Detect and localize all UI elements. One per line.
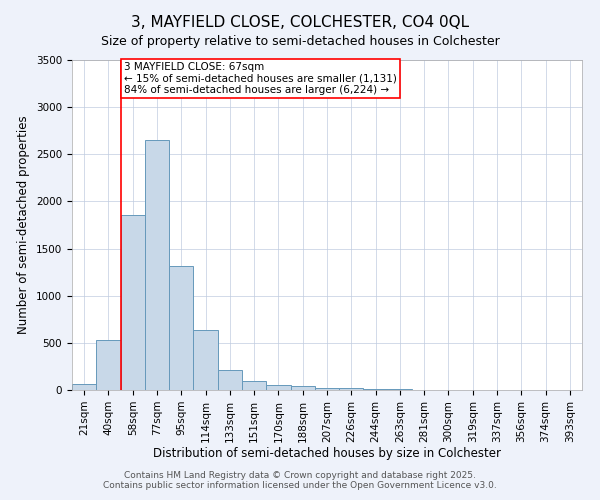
Text: 3, MAYFIELD CLOSE, COLCHESTER, CO4 0QL: 3, MAYFIELD CLOSE, COLCHESTER, CO4 0QL <box>131 15 469 30</box>
Bar <box>193 330 218 390</box>
Text: Contains HM Land Registry data © Crown copyright and database right 2025.
Contai: Contains HM Land Registry data © Crown c… <box>103 470 497 490</box>
Bar <box>315 388 339 390</box>
Y-axis label: Number of semi-detached properties: Number of semi-detached properties <box>17 116 31 334</box>
Bar <box>266 385 290 390</box>
Bar <box>388 389 412 390</box>
Bar <box>96 340 121 390</box>
Bar <box>145 140 169 390</box>
Text: 3 MAYFIELD CLOSE: 67sqm
← 15% of semi-detached houses are smaller (1,131)
84% of: 3 MAYFIELD CLOSE: 67sqm ← 15% of semi-de… <box>124 62 397 95</box>
Bar <box>364 389 388 390</box>
Bar <box>169 266 193 390</box>
Text: Size of property relative to semi-detached houses in Colchester: Size of property relative to semi-detach… <box>101 35 499 48</box>
Bar <box>339 388 364 390</box>
X-axis label: Distribution of semi-detached houses by size in Colchester: Distribution of semi-detached houses by … <box>153 448 501 460</box>
Bar <box>72 384 96 390</box>
Bar <box>121 214 145 390</box>
Bar <box>218 370 242 390</box>
Bar <box>242 381 266 390</box>
Bar <box>290 386 315 390</box>
